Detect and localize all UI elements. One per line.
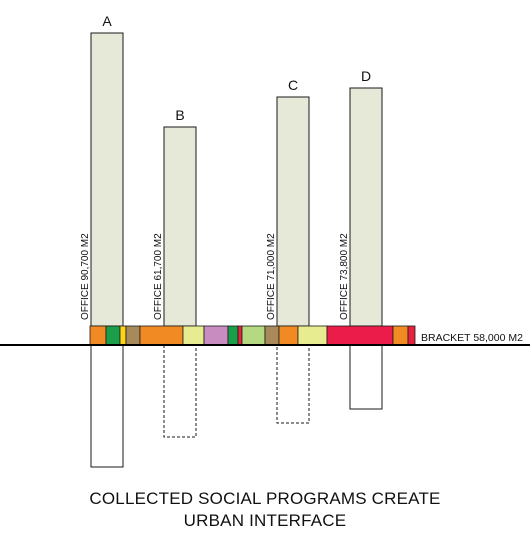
tower-d-basement xyxy=(349,344,383,410)
caption-line-1: COLLECTED SOCIAL PROGRAMS CREATE xyxy=(89,489,441,508)
tower-d-office-label: OFFICE 73,800 M2 xyxy=(339,233,350,320)
tower-b-body xyxy=(163,126,197,327)
tower-a-body xyxy=(90,32,124,327)
tower-c-office-label: OFFICE 71,000 M2 xyxy=(266,233,277,320)
bracket-program-segment xyxy=(392,325,409,346)
bracket-program-segment xyxy=(241,325,266,346)
caption-line-2: URBAN INTERFACE xyxy=(183,511,347,530)
tower-a-basement xyxy=(90,344,124,468)
bracket-program-segment xyxy=(227,325,239,346)
bracket-program-segment xyxy=(407,325,416,346)
bracket-program-segment xyxy=(203,325,229,346)
tower-d-body xyxy=(349,87,383,327)
bracket-podium xyxy=(89,325,416,346)
tower-a-label: A xyxy=(102,13,112,29)
tower-c-basement xyxy=(276,344,310,424)
bracket-program-segment xyxy=(264,325,280,346)
tower-b-office-label: OFFICE 61,700 M2 xyxy=(153,233,164,320)
bracket-program-segment xyxy=(278,325,299,346)
tower-c-body xyxy=(276,96,310,327)
bracket-program-segment xyxy=(297,325,328,346)
tower-d-label: D xyxy=(361,68,371,84)
bracket-label: BRACKET 58,000 M2 xyxy=(421,332,523,344)
bracket-program-segment xyxy=(237,325,243,346)
office-towers: A OFFICE 90,700 M2 B OFFICE 61,700 M2 C OFFIC… xyxy=(80,13,383,327)
tower-c-label: C xyxy=(288,77,298,93)
bracket-program-segment xyxy=(119,325,127,346)
bracket-program-segment xyxy=(326,325,394,346)
bracket-program-segment xyxy=(105,325,121,346)
bracket-program-segment xyxy=(125,325,141,346)
tower-a-office-label: OFFICE 90,700 M2 xyxy=(80,233,91,320)
basement-volumes xyxy=(90,344,383,468)
bracket-program-segment xyxy=(89,325,107,346)
bracket-program-segment xyxy=(182,325,205,346)
tower-b-label: B xyxy=(175,107,184,123)
tower-b-basement xyxy=(163,344,197,438)
bracket-program-segment xyxy=(139,325,184,346)
